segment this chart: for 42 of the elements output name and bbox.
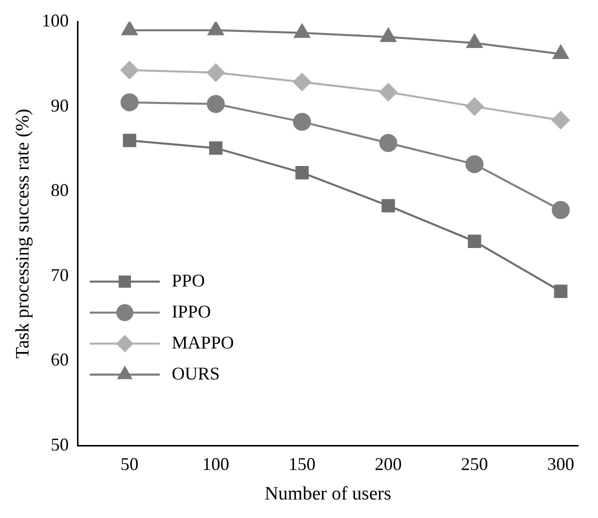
point — [206, 64, 225, 82]
x-tick-label: 150 — [288, 454, 316, 474]
legend-label: OURS — [172, 363, 220, 384]
point — [120, 61, 139, 80]
x-tick-label: 100 — [202, 454, 230, 474]
x-tick-label: 50 — [120, 454, 139, 474]
y-tick-label: 100 — [42, 10, 69, 31]
point — [554, 284, 568, 298]
legend-label: IPPO — [172, 301, 211, 322]
point — [293, 112, 312, 131]
point — [552, 200, 570, 219]
point — [466, 34, 482, 48]
point — [380, 28, 396, 42]
x-axis-title: Number of users — [264, 484, 392, 505]
point — [468, 234, 482, 248]
point — [382, 199, 395, 212]
y-tick-label: 70 — [50, 264, 69, 285]
point — [552, 45, 569, 60]
point — [209, 141, 222, 155]
point — [120, 93, 139, 112]
point — [379, 134, 398, 152]
y-axis-title: Task processing success rate (%) — [12, 108, 34, 359]
legend-label: PPO — [172, 270, 205, 290]
y-tick-label: 90 — [50, 95, 69, 116]
x-tick-label: 200 — [374, 454, 402, 474]
x-tick-label: 300 — [547, 454, 574, 474]
point — [206, 95, 225, 114]
x-tick-label: 250 — [461, 454, 488, 474]
y-tick-label: 50 — [50, 434, 69, 454]
point — [293, 72, 312, 91]
point — [466, 98, 484, 116]
point — [379, 83, 398, 102]
point — [208, 22, 224, 36]
point — [552, 111, 570, 130]
point — [294, 24, 310, 38]
y-tick-label: 60 — [50, 350, 69, 370]
y-tick-label: 80 — [50, 180, 69, 200]
legend-label: MAPPO — [172, 332, 234, 352]
point — [122, 134, 136, 148]
point — [466, 155, 484, 174]
point — [295, 166, 309, 180]
point — [122, 22, 138, 36]
